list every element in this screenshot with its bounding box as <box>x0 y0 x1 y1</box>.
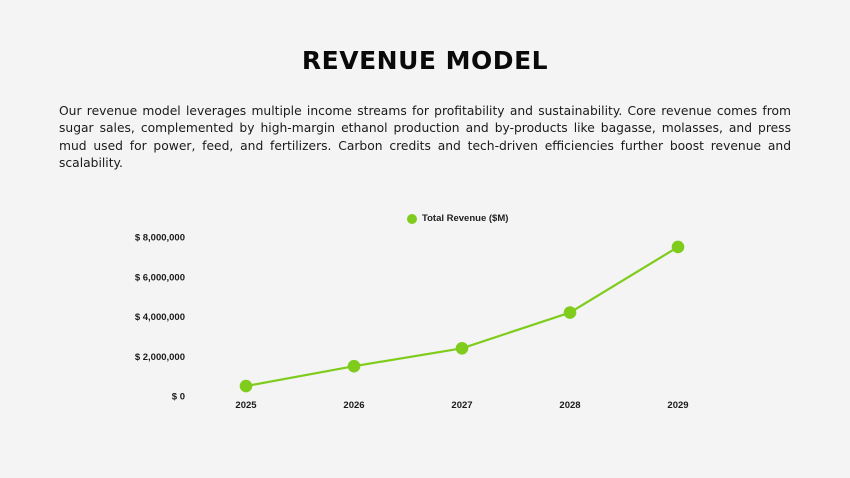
x-tick-label: 2028 <box>559 400 580 411</box>
chart-legend: Total Revenue ($M) <box>407 213 508 224</box>
revenue-chart: Total Revenue ($M) $ 0 $ 2,000,000 $ 4,000… <box>0 200 850 430</box>
data-point <box>671 240 685 254</box>
y-tick-label: $ 4,000,000 <box>135 312 185 323</box>
page-title: REVENUE MODEL <box>301 46 549 75</box>
x-tick-label: 2027 <box>451 400 472 411</box>
x-tick-label: 2029 <box>667 400 688 411</box>
series-line <box>245 245 679 388</box>
legend-label: Total Revenue ($M) <box>422 213 509 224</box>
y-tick-label: $ 6,000,000 <box>135 272 185 283</box>
x-tick-label: 2026 <box>343 400 364 411</box>
series-markers <box>239 240 685 393</box>
data-point <box>455 342 469 355</box>
legend-marker-icon <box>407 213 417 224</box>
chart-plot-area: $ 0 $ 2,000,000 $ 4,000,000 $ 6,000,000 $ 8,… <box>135 233 689 412</box>
data-point <box>347 359 361 373</box>
y-tick-label: $ 8,000,000 <box>135 233 185 244</box>
y-tick-label: $ 2,000,000 <box>135 352 185 363</box>
y-axis: $ 0 $ 2,000,000 $ 4,000,000 $ 6,000,000 $ 8,… <box>135 233 185 403</box>
x-axis: 2025 2026 2027 2028 2029 <box>235 400 688 411</box>
page-description: Our revenue model leverages multiple inc… <box>59 104 791 170</box>
y-tick-label: $ 0 <box>172 392 185 403</box>
data-point <box>239 379 253 393</box>
x-tick-label: 2025 <box>235 400 257 411</box>
data-point <box>563 306 577 319</box>
